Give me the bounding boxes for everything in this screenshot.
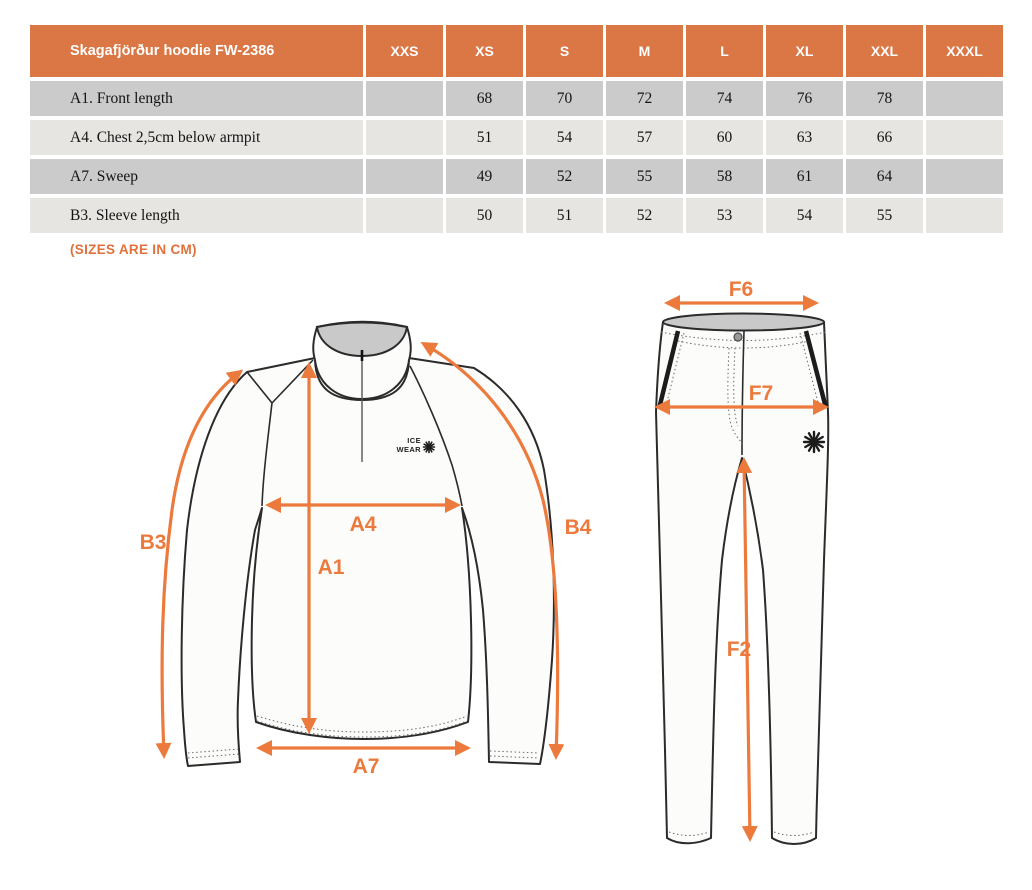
table-row: B3. Sleeve length 50 51 52 53 54 55 — [30, 198, 1003, 233]
units-note: (SIZES ARE IN CM) — [70, 242, 197, 257]
pants-snowflake-icon — [802, 430, 826, 454]
label-a4: A4 — [350, 513, 377, 536]
brand-logo-text-ice: ICE — [407, 436, 421, 445]
value-cell: 61 — [766, 159, 843, 194]
size-header-xxl: XXL — [846, 25, 923, 77]
size-table: Skagafjörður hoodie FW-2386 XXS XS S M L… — [27, 21, 1006, 237]
hoodie-outline — [180, 357, 555, 767]
size-header-xs: XS — [446, 25, 523, 77]
value-cell: 72 — [606, 81, 683, 116]
fly-stitch — [727, 347, 743, 445]
pocket-right-stitch — [799, 332, 821, 411]
product-title: Skagafjörður hoodie FW-2386 — [30, 25, 363, 77]
pocket-left-stitch — [664, 332, 685, 411]
arrow-b3 — [155, 369, 244, 759]
value-cell: 57 — [606, 120, 683, 155]
label-b4: B4 — [565, 516, 592, 539]
label-f6: F6 — [729, 278, 754, 301]
value-cell: 70 — [526, 81, 603, 116]
pocket-left — [656, 330, 681, 410]
value-cell: 51 — [446, 120, 523, 155]
waist-button — [733, 332, 743, 342]
row-label: A7. Sweep — [30, 159, 363, 194]
size-header-xxs: XXS — [366, 25, 443, 77]
pants-diagram: F6 F7 F2 — [654, 278, 830, 845]
fly-seam — [741, 330, 745, 456]
row-label: A1. Front length — [30, 81, 363, 116]
value-cell: 49 — [446, 159, 523, 194]
arrow-b4 — [420, 342, 565, 760]
label-a7: A7 — [353, 755, 380, 778]
measurement-diagrams: ICE WEAR B3 B4 A4 A1 A7 — [140, 278, 830, 845]
brand-logo-text-wear: WEAR — [396, 445, 421, 454]
value-cell: 55 — [846, 198, 923, 233]
value-cell: 58 — [686, 159, 763, 194]
value-cell — [926, 198, 1003, 233]
value-cell: 52 — [526, 159, 603, 194]
size-header-xl: XL — [766, 25, 843, 77]
value-cell: 52 — [606, 198, 683, 233]
value-cell: 53 — [686, 198, 763, 233]
pocket-right — [803, 330, 829, 409]
row-label: B3. Sleeve length — [30, 198, 363, 233]
value-cell: 54 — [766, 198, 843, 233]
label-a1: A1 — [318, 556, 345, 579]
label-f2: F2 — [727, 638, 752, 661]
value-cell: 64 — [846, 159, 923, 194]
value-cell — [366, 81, 443, 116]
label-f7: F7 — [749, 382, 774, 405]
value-cell: 50 — [446, 198, 523, 233]
value-cell: 76 — [766, 81, 843, 116]
value-cell — [366, 198, 443, 233]
row-label: A4. Chest 2,5cm below armpit — [30, 120, 363, 155]
value-cell: 63 — [766, 120, 843, 155]
value-cell: 78 — [846, 81, 923, 116]
value-cell — [366, 120, 443, 155]
pants-hem-stitch — [668, 831, 815, 836]
label-b3: B3 — [140, 531, 167, 554]
value-cell: 54 — [526, 120, 603, 155]
value-cell — [926, 159, 1003, 194]
size-header-s: S — [526, 25, 603, 77]
waist-opening — [662, 312, 825, 332]
table-header-row: Skagafjörður hoodie FW-2386 XXS XS S M L… — [30, 25, 1003, 77]
table-row: A1. Front length 68 70 72 74 76 78 — [30, 81, 1003, 116]
value-cell: 74 — [686, 81, 763, 116]
size-header-l: L — [686, 25, 763, 77]
hoodie-diagram: ICE WEAR B3 B4 A4 A1 A7 — [140, 320, 592, 778]
value-cell: 68 — [446, 81, 523, 116]
value-cell: 66 — [846, 120, 923, 155]
collar-opening — [315, 321, 409, 358]
size-header-m: M — [606, 25, 683, 77]
value-cell — [926, 81, 1003, 116]
value-cell: 60 — [686, 120, 763, 155]
table-row: A7. Sweep 49 52 55 58 61 64 — [30, 159, 1003, 194]
value-cell — [926, 120, 1003, 155]
size-header-xxxl: XXXL — [926, 25, 1003, 77]
arrow-f2 — [736, 457, 758, 842]
value-cell: 51 — [526, 198, 603, 233]
value-cell — [366, 159, 443, 194]
table-row: A4. Chest 2,5cm below armpit 51 54 57 60… — [30, 120, 1003, 155]
value-cell: 55 — [606, 159, 683, 194]
